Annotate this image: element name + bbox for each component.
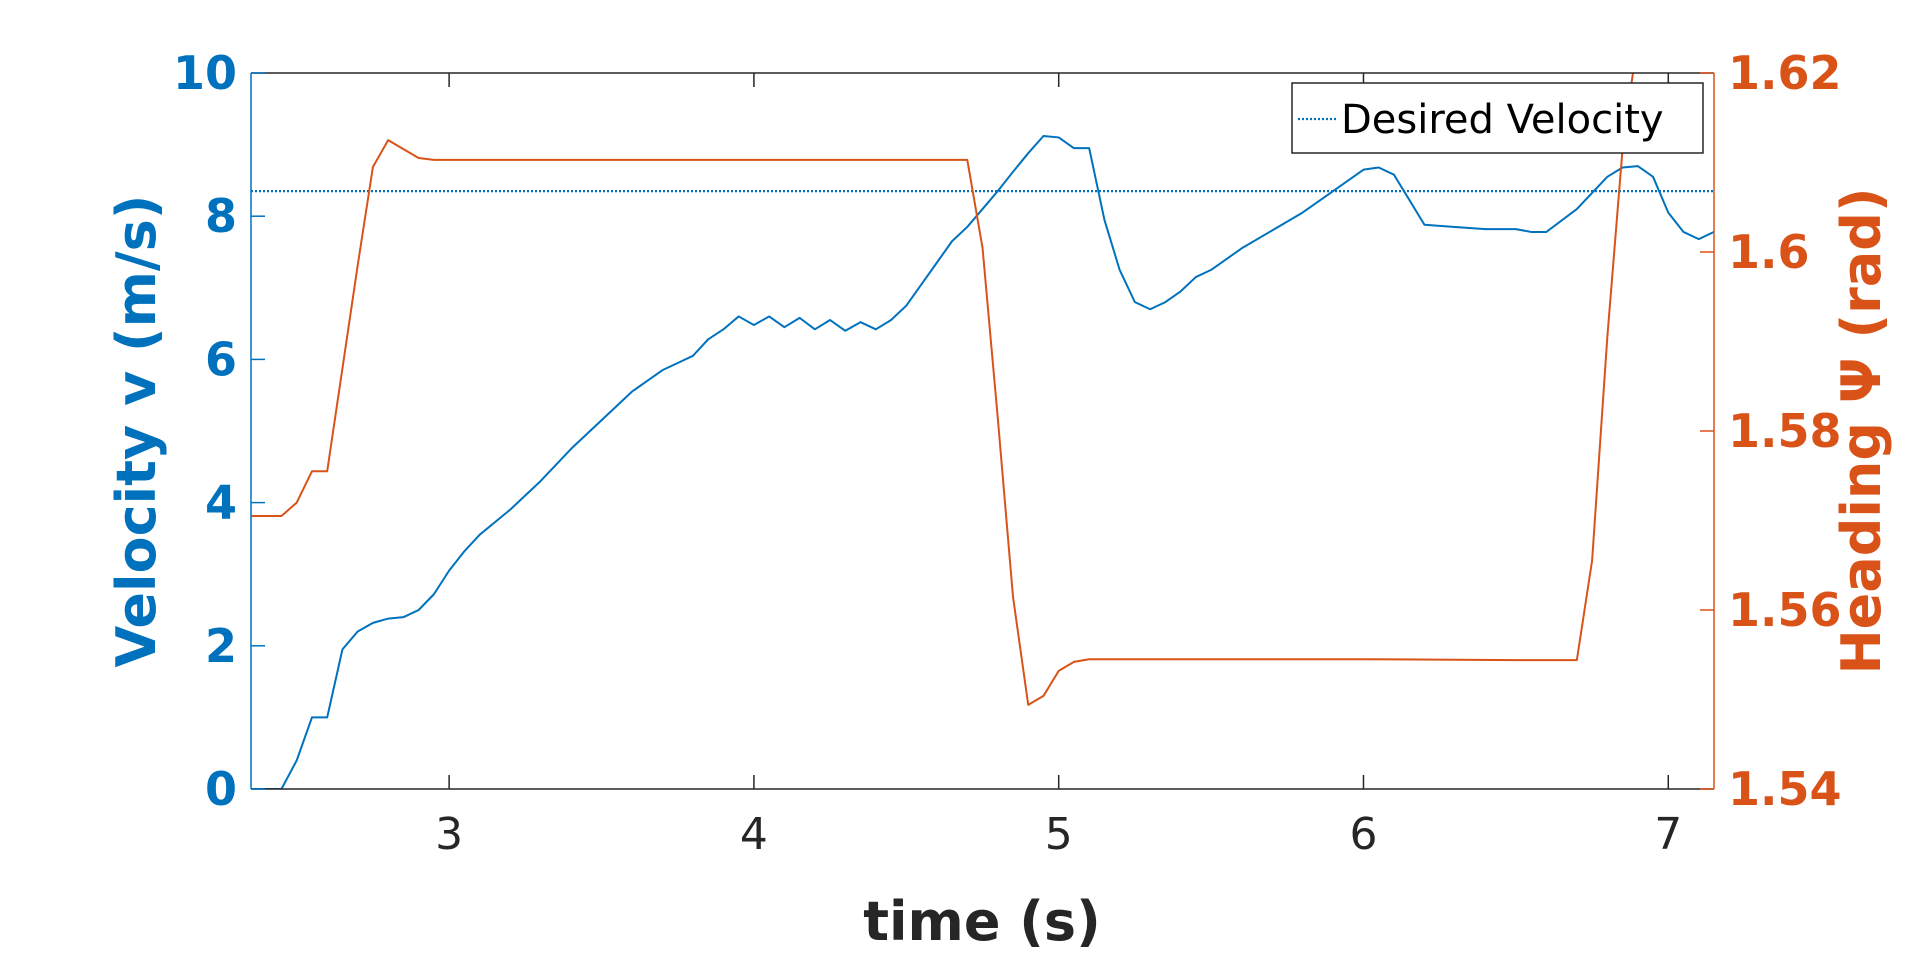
- ticks-layer: 3 4 5 6 7 0 2 4 6 8 10 1.54 1.56 1.58 1.6 1.62: [173, 46, 1842, 860]
- legend-label-desired-velocity: Desired Velocity: [1341, 97, 1664, 143]
- right-y-tick-label: 1.54: [1728, 762, 1842, 816]
- left-y-axis-title: Velocity v (m/s): [105, 195, 168, 668]
- left-y-tick-label: 10: [173, 46, 237, 100]
- right-y-tick-label: 1.58: [1728, 404, 1842, 458]
- left-y-tick-label: 0: [205, 762, 237, 816]
- legend-box: [1291, 82, 1704, 154]
- series-line-2: [251, 73, 1634, 706]
- right-y-axis-title: Heading Ψ (rad): [1830, 187, 1893, 674]
- left-y-tick-label: 4: [205, 476, 237, 530]
- series-layer: [251, 73, 1714, 789]
- legend: Desired Velocity: [1291, 82, 1704, 154]
- x-tick-label: 4: [740, 809, 768, 860]
- x-tick-label: 5: [1045, 809, 1073, 860]
- right-y-tick-label: 1.56: [1728, 583, 1842, 637]
- left-y-tick-label: 2: [205, 619, 237, 673]
- left-y-tick-label: 6: [205, 332, 237, 386]
- x-axis-title: time (s): [863, 890, 1101, 953]
- plot-area: [251, 73, 1714, 789]
- x-tick-label: 7: [1654, 809, 1682, 860]
- x-tick-label: 6: [1349, 809, 1377, 860]
- series-line-1: [251, 135, 1714, 789]
- left-y-tick-label: 8: [205, 189, 237, 243]
- right-y-tick-label: 1.6: [1728, 225, 1810, 279]
- x-tick-label: 3: [435, 809, 463, 860]
- right-y-tick-label: 1.62: [1728, 46, 1842, 100]
